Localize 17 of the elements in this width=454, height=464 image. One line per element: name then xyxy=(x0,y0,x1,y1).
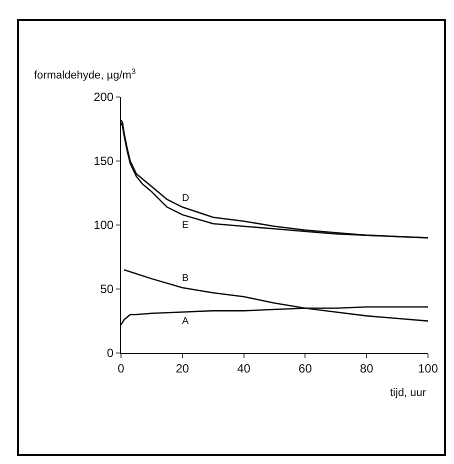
x-tick-label: 80 xyxy=(360,361,374,376)
series-label: A xyxy=(182,316,189,327)
y-tick-label: 100 xyxy=(94,218,114,232)
x-tick-label: 60 xyxy=(298,361,312,376)
x-tick-label: 20 xyxy=(176,361,190,376)
y-tick-label: 50 xyxy=(100,282,114,296)
y-tick-label: 0 xyxy=(106,346,114,360)
y-tick-label: 150 xyxy=(94,154,114,168)
x-axis-title: tijd, uur xyxy=(390,387,426,399)
series-label: E xyxy=(182,220,189,231)
x-tick-label: 40 xyxy=(237,361,251,376)
series-label: B xyxy=(182,273,189,284)
y-axis-title: formaldehyde, µg/m$^{3}$ xyxy=(34,67,136,82)
x-tick-label: 100 xyxy=(418,361,438,376)
series-label: D xyxy=(182,193,190,204)
y-tick-label: 200 xyxy=(94,90,114,104)
x-tick-label: 0 xyxy=(118,361,125,376)
